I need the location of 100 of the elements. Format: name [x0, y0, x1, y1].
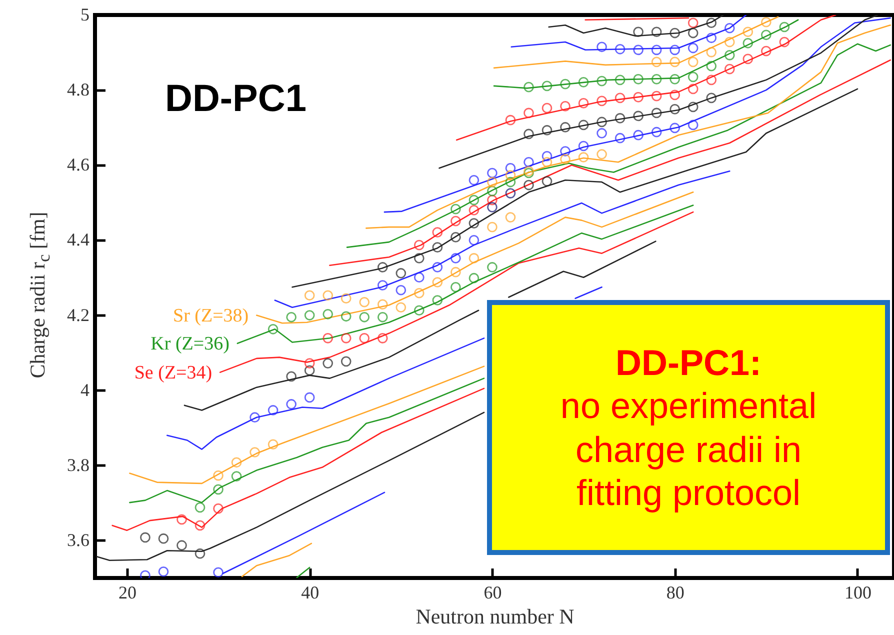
point — [706, 46, 717, 58]
point — [760, 16, 772, 28]
point — [633, 110, 644, 122]
point — [322, 358, 334, 368]
point — [505, 176, 516, 188]
point — [742, 54, 754, 64]
point — [578, 120, 589, 130]
point — [688, 56, 698, 68]
point — [560, 146, 570, 156]
point — [614, 44, 626, 54]
point — [724, 36, 735, 48]
point — [377, 333, 388, 344]
line-series — [493, 19, 799, 89]
point — [670, 44, 680, 56]
point — [487, 222, 498, 232]
point — [688, 102, 698, 112]
point — [633, 74, 644, 84]
line-series — [96, 412, 485, 562]
point — [432, 227, 443, 238]
point — [505, 162, 516, 174]
point — [414, 253, 424, 264]
point — [688, 18, 698, 28]
y-tick-label: 4.6 — [67, 154, 90, 175]
x-tick-label: 60 — [484, 582, 502, 602]
point — [560, 101, 570, 112]
point — [194, 548, 206, 559]
point — [468, 235, 480, 246]
y-tick-label: 4 — [80, 380, 90, 400]
point — [340, 311, 352, 322]
point — [468, 218, 480, 228]
point — [688, 84, 698, 94]
point — [140, 570, 150, 578]
point — [633, 92, 644, 102]
point — [560, 122, 570, 132]
point — [505, 114, 516, 126]
point — [688, 42, 698, 54]
point — [340, 333, 352, 344]
point — [359, 312, 370, 322]
x-tick-label: 80 — [666, 582, 684, 602]
point — [304, 290, 315, 301]
point — [651, 44, 662, 56]
point — [614, 113, 626, 124]
point — [487, 194, 498, 206]
point — [524, 156, 534, 168]
point — [176, 514, 187, 525]
point — [505, 170, 516, 180]
point — [432, 242, 443, 252]
line-series — [256, 192, 694, 324]
annotation: no experimental charge radii in fitting protocol — [559, 384, 818, 514]
point — [286, 399, 296, 410]
point — [596, 116, 607, 128]
point — [670, 104, 680, 114]
point — [724, 22, 735, 34]
line-series — [274, 170, 730, 308]
y-tick-label: 4.4 — [67, 230, 90, 250]
point — [304, 365, 315, 376]
point — [396, 284, 406, 296]
line-series — [129, 366, 485, 484]
series-label: Se (Z=34) — [134, 362, 212, 384]
point — [414, 272, 424, 283]
point — [578, 152, 589, 162]
point — [779, 22, 790, 32]
point — [359, 296, 370, 308]
point — [505, 188, 516, 198]
point — [250, 447, 260, 458]
point — [524, 82, 534, 92]
point — [633, 130, 644, 140]
x-tick-label: 40 — [301, 582, 320, 602]
point — [268, 324, 278, 334]
point — [450, 253, 461, 264]
point — [614, 92, 626, 104]
point — [377, 262, 388, 272]
point — [468, 272, 480, 284]
point — [760, 46, 772, 56]
point — [286, 312, 296, 322]
point — [487, 186, 498, 196]
point — [670, 90, 680, 100]
point — [578, 77, 589, 88]
point — [450, 282, 461, 292]
point — [524, 180, 534, 190]
line-series — [493, 16, 779, 69]
point — [450, 216, 461, 226]
point — [706, 32, 717, 44]
point — [542, 150, 552, 162]
point — [450, 266, 461, 278]
point — [524, 128, 534, 140]
point — [213, 484, 224, 495]
point — [742, 26, 754, 38]
annotation: DD-PC1 — [165, 78, 306, 121]
line-series — [548, 15, 724, 37]
y-tick-label: 5 — [80, 4, 90, 24]
point — [213, 503, 224, 514]
line-series — [346, 43, 891, 248]
y-tick-label: 3.6 — [67, 530, 90, 550]
point — [468, 174, 480, 186]
point — [596, 42, 607, 52]
point — [542, 176, 552, 186]
point — [542, 102, 552, 114]
point — [596, 149, 607, 160]
point — [560, 154, 570, 164]
